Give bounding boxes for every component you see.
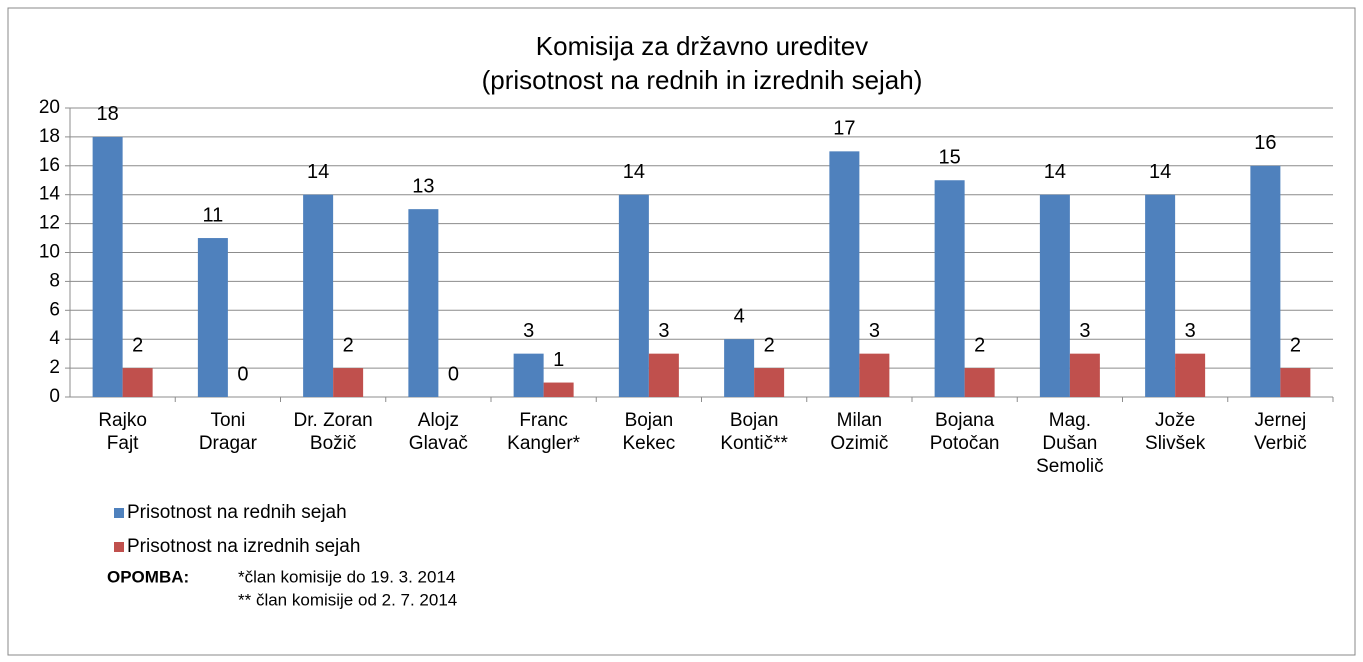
value-label: 2 (1290, 334, 1301, 356)
value-label: 2 (764, 334, 775, 356)
x-tick-label: Toni Dragar (199, 410, 258, 454)
x-tick-label: Jernej Verbič (1254, 410, 1307, 454)
y-tick-label: 2 (49, 357, 60, 378)
chart-title: Komisija za državno ureditev (536, 31, 868, 61)
bar (648, 353, 679, 397)
note: *član komisije do 19. 3. 2014 (238, 567, 455, 586)
x-tick-label: Alojz Glavač (409, 410, 468, 454)
value-label: 14 (307, 161, 329, 183)
x-tick-label: Mag. Dušan Semolič (1036, 410, 1104, 477)
x-tick-label: Bojan Kekec (622, 410, 675, 454)
bar (1069, 353, 1100, 397)
x-tick-label: Dr. Zoran Božič (294, 410, 373, 454)
legend-label: Prisotnost na rednih sejah (127, 502, 347, 523)
y-tick-label: 10 (39, 242, 60, 263)
value-label: 0 (448, 363, 459, 385)
y-tick-label: 6 (49, 299, 60, 320)
bar (1145, 194, 1176, 397)
bar (859, 353, 890, 397)
bar (122, 368, 153, 397)
bar (513, 353, 544, 397)
bar (1039, 194, 1070, 397)
bar (1250, 165, 1281, 397)
value-label: 14 (623, 161, 645, 183)
value-label: 3 (1185, 320, 1196, 342)
bar (303, 194, 334, 397)
value-label: 2 (974, 334, 985, 356)
x-tick-label: Franc Kangler* (507, 410, 580, 454)
bar (408, 209, 439, 397)
y-tick-label: 4 (49, 328, 60, 349)
bar (1280, 368, 1311, 397)
bar (934, 180, 965, 397)
note-head: OPOMBA: (107, 567, 189, 586)
value-label: 14 (1044, 161, 1066, 183)
bar (724, 339, 755, 397)
bar (618, 194, 649, 397)
legend-swatch (114, 542, 124, 552)
y-tick-label: 8 (49, 270, 60, 291)
value-label: 4 (734, 305, 745, 327)
chart-border (7, 7, 1356, 656)
x-tick-label: Rajko Fajt (98, 410, 147, 454)
value-label: 18 (97, 103, 119, 125)
legend-label: Prisotnost na izrednih sejah (127, 536, 360, 557)
value-label: 1 (553, 349, 564, 371)
bar (1175, 353, 1206, 397)
value-label: 3 (1079, 320, 1090, 342)
value-label: 17 (833, 118, 855, 140)
value-label: 15 (939, 147, 961, 169)
bar (543, 382, 574, 397)
value-label: 3 (869, 320, 880, 342)
legend-swatch (114, 508, 124, 518)
y-tick-label: 18 (39, 126, 60, 147)
bar (92, 136, 123, 397)
value-label: 0 (237, 363, 248, 385)
chart-subtitle: (prisotnost na rednih in izrednih sejah) (482, 65, 923, 95)
bar (754, 368, 785, 397)
value-label: 11 (202, 204, 223, 226)
value-label: 14 (1149, 161, 1171, 183)
x-tick-label: Jože Slivšek (1145, 410, 1206, 454)
y-tick-label: 0 (49, 386, 60, 407)
value-label: 2 (132, 334, 143, 356)
x-tick-label: Bojan Kontič** (720, 410, 788, 454)
y-tick-label: 14 (39, 184, 61, 205)
note: ** član komisije od 2. 7. 2014 (238, 590, 457, 609)
bar (829, 151, 860, 397)
value-label: 3 (658, 320, 669, 342)
value-label: 13 (412, 175, 434, 197)
x-tick-label: Milan Ozimič (830, 410, 888, 454)
y-tick-label: 20 (39, 97, 60, 118)
value-label: 16 (1254, 132, 1276, 154)
x-tick-label: Bojana Potočan (930, 410, 1000, 454)
bar (964, 368, 995, 397)
y-tick-label: 16 (39, 155, 60, 176)
value-label: 3 (523, 320, 534, 342)
y-tick-label: 12 (39, 213, 60, 234)
bar (197, 238, 228, 397)
bar (333, 368, 364, 397)
value-label: 2 (343, 334, 354, 356)
